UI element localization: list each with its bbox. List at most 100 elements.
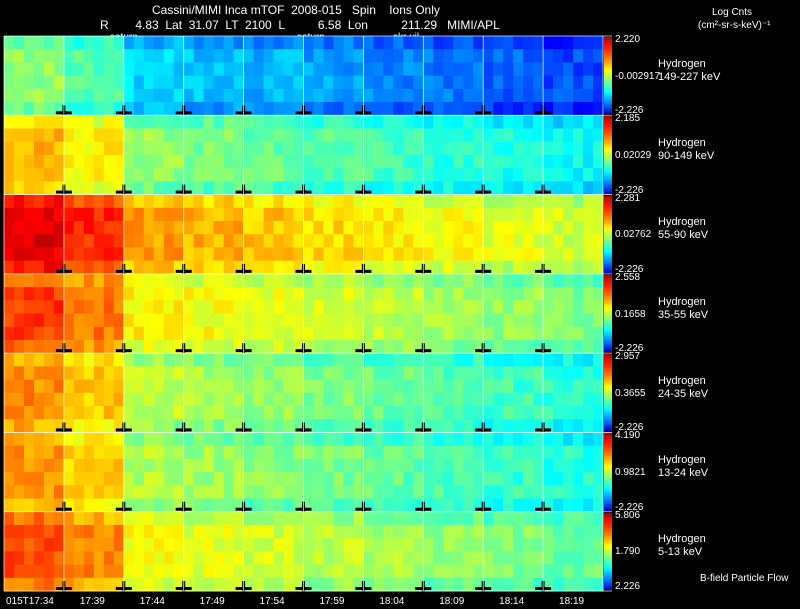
- heatmap-cell: [393, 115, 404, 129]
- heatmap-cell: [443, 115, 454, 129]
- heatmap-cell: [553, 339, 564, 354]
- heatmap-cell: [173, 260, 185, 275]
- heatmap-cell: [83, 538, 95, 552]
- heatmap-cell: [343, 207, 354, 222]
- heatmap-cell: [563, 221, 574, 235]
- heatmap-cell: [383, 538, 394, 552]
- heatmap-cell: [123, 326, 135, 341]
- heatmap-cell: [363, 366, 374, 381]
- heatmap-cell: [43, 207, 55, 222]
- heatmap-cell: [113, 445, 125, 460]
- heatmap-cell: [283, 445, 295, 460]
- heatmap-cell: [83, 154, 95, 169]
- heatmap-cell: [493, 564, 504, 579]
- heatmap-cell: [133, 181, 145, 196]
- heatmap-cell: [463, 551, 474, 566]
- heatmap-cell: [303, 128, 314, 143]
- heatmap-cell: [503, 524, 514, 539]
- heatmap-cell: [473, 339, 484, 354]
- heatmap-cell: [353, 62, 364, 77]
- heatmap-cell: [443, 194, 454, 209]
- heatmap-cell: [233, 445, 245, 460]
- heatmap-cell: [403, 128, 414, 143]
- x-tick-label: 18:04: [379, 596, 405, 607]
- heatmap-cell: [363, 498, 374, 513]
- heatmap-cell: [273, 221, 285, 235]
- heatmap-cell: [543, 419, 554, 433]
- heatmap-cell: [403, 445, 414, 460]
- heatmap-cell: [223, 181, 235, 196]
- heatmap-cell: [243, 115, 255, 129]
- heatmap-cell: [503, 300, 514, 314]
- heatmap-cell: [4, 62, 15, 77]
- heatmap-cell: [473, 538, 484, 552]
- heatmap-cell: [413, 511, 424, 526]
- heatmap-cell: [33, 498, 45, 513]
- heatmap-cell: [183, 247, 195, 262]
- heatmap-cell: [333, 498, 344, 513]
- heatmap-cell: [4, 154, 15, 169]
- heatmap-cell: [543, 194, 554, 209]
- units-label: Log Cnts: [712, 7, 753, 18]
- heatmap-cell: [233, 524, 245, 539]
- heatmap-cell: [523, 168, 534, 182]
- heatmap-cell: [113, 406, 125, 420]
- heatmap-cell: [223, 458, 235, 473]
- heatmap-cell: [323, 406, 334, 420]
- heatmap-cell: [463, 194, 474, 209]
- heatmap-cell: [313, 485, 324, 499]
- heatmap-cell: [453, 207, 464, 222]
- heatmap-cell: [263, 485, 275, 499]
- heatmap-cell: [263, 564, 275, 579]
- heatmap-cell: [533, 75, 544, 90]
- heatmap-cell: [143, 88, 155, 103]
- heatmap-cell: [283, 247, 295, 262]
- heatmap-cell: [243, 128, 255, 143]
- heatmap-cell: [43, 485, 55, 499]
- heatmap-cell: [4, 181, 15, 196]
- heatmap-cell: [363, 88, 374, 103]
- heatmap-cell: [563, 128, 574, 143]
- heatmap-cell: [153, 326, 165, 341]
- heatmap-cell: [183, 432, 195, 447]
- heatmap-cell: [153, 419, 165, 433]
- heatmap-cell: [543, 102, 554, 116]
- heatmap-cell: [293, 49, 304, 63]
- heatmap-cell: [533, 445, 544, 460]
- heatmap-cell: [583, 234, 594, 248]
- heatmap-cell: [413, 141, 424, 156]
- heatmap-cell: [443, 75, 454, 90]
- heatmap-cell: [293, 128, 304, 143]
- heatmap-cell: [283, 326, 295, 341]
- heatmap-cell: [103, 194, 115, 209]
- heatmap-cell: [463, 419, 474, 433]
- heatmap-cell: [353, 36, 364, 50]
- heatmap-cell: [343, 366, 354, 381]
- heatmap-cell: [403, 194, 414, 209]
- heatmap-cell: [533, 432, 544, 447]
- heatmap-cell: [583, 406, 594, 420]
- heatmap-cell: [113, 577, 125, 592]
- heatmap-cell: [123, 75, 135, 90]
- heatmap-cell: [593, 498, 604, 513]
- heatmap-cell: [473, 524, 484, 539]
- heatmap-cell: [343, 260, 354, 275]
- heatmap-cell: [453, 141, 464, 156]
- heatmap-cell: [473, 300, 484, 314]
- heatmap-cell: [243, 300, 255, 314]
- heatmap-cell: [33, 128, 45, 143]
- heatmap-cell: [163, 366, 175, 381]
- heatmap-cell: [463, 62, 474, 77]
- heatmap-cell: [513, 551, 524, 566]
- heatmap-cell: [283, 287, 295, 301]
- heatmap-cell: [233, 432, 245, 447]
- heatmap-cell: [453, 260, 464, 275]
- heatmap-cell: [593, 36, 604, 50]
- heatmap-cell: [293, 564, 304, 579]
- heatmap-cell: [23, 75, 35, 90]
- heatmap-cell: [583, 551, 594, 566]
- heatmap-cell: [563, 432, 574, 447]
- heatmap-cell: [513, 62, 524, 77]
- heatmap-cell: [543, 445, 554, 460]
- heatmap-cell: [63, 406, 75, 420]
